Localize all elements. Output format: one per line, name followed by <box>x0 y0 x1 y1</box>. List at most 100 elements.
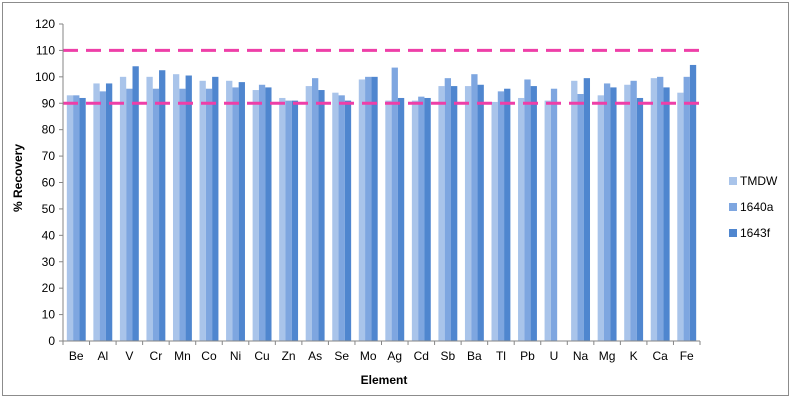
bar-1640a-as <box>311 78 319 341</box>
bar-1640a-u <box>550 88 558 342</box>
bar-1643f-se <box>344 100 352 341</box>
x-tick-label: Ba <box>467 349 482 363</box>
x-tick-label: Pb <box>520 349 535 363</box>
legend-swatch-tmdw <box>729 177 737 185</box>
x-tick-label: Al <box>97 349 108 363</box>
reference-lines <box>63 48 700 105</box>
x-tick-label: Se <box>334 349 349 363</box>
bar-1643f-ca <box>663 87 670 342</box>
bar-1643f-mn <box>185 75 192 341</box>
bar-1643f-mg <box>610 87 617 342</box>
y-tick-label: 40 <box>42 228 56 242</box>
x-tick-label: Na <box>573 349 589 363</box>
bar-1640a-be <box>73 95 80 341</box>
bar-tmdw-al <box>93 83 100 341</box>
bar-1640a-pb <box>524 79 531 341</box>
x-tick-label: Mn <box>174 349 191 363</box>
bar-1640a-ba <box>471 74 478 342</box>
bar-1643f-co <box>212 76 219 341</box>
bar-1643f-tl <box>504 88 511 342</box>
bar-1643f-sb <box>451 86 458 342</box>
bar-1643f-fe <box>689 64 697 341</box>
bar-1640a-na <box>577 94 584 341</box>
x-tick-label: Mg <box>599 349 616 363</box>
legend-swatch-1643f <box>729 229 737 237</box>
x-tick-label: Cu <box>254 349 269 363</box>
y-tick-label: 100 <box>35 70 55 84</box>
y-tick-label: 10 <box>42 308 56 322</box>
x-tick-label: Ag <box>387 349 402 363</box>
bar-tmdw-mn <box>172 74 180 342</box>
x-tick-label: As <box>308 349 322 363</box>
bar-1643f-pb <box>530 86 537 342</box>
x-tick-label: Mo <box>360 349 377 363</box>
x-tick-label: Cr <box>150 349 163 363</box>
bar-tmdw-u <box>544 100 551 341</box>
bar-tmdw-ca <box>650 78 658 341</box>
x-tick-label: Tl <box>496 349 506 363</box>
x-tick-label: Be <box>69 349 84 363</box>
bar-tmdw-cd <box>411 100 419 341</box>
y-axis-ticks: 0 10 20 30 40 50 60 70 80 90 100 110 120 <box>35 17 63 348</box>
x-axis-label: Element <box>361 373 408 387</box>
bar-1643f-mo <box>371 76 378 341</box>
bar-1643f-na <box>583 78 591 341</box>
bar-tmdw-be <box>66 95 74 341</box>
bar-1640a-v <box>126 88 133 342</box>
bar-1643f-ni <box>238 82 245 341</box>
bar-1643f-cr <box>159 70 166 342</box>
bar-1640a-mg <box>603 83 611 341</box>
bar-1640a-ag <box>391 67 398 342</box>
bar-1640a-cr <box>152 88 160 342</box>
bar-tmdw-cr <box>146 76 153 341</box>
bar-1640a-mo <box>365 76 372 341</box>
bar-tmdw-mo <box>358 79 366 341</box>
x-tick-label: Co <box>201 349 217 363</box>
legend-swatch-1640a <box>729 203 737 211</box>
bar-tmdw-mg <box>597 95 604 341</box>
bar-1643f-v <box>132 66 139 342</box>
y-tick-label: 0 <box>48 334 55 348</box>
x-tick-label: Cd <box>414 349 429 363</box>
bar-1640a-mn <box>179 88 186 342</box>
bar-1640a-cd <box>418 96 425 341</box>
y-axis-label: % Recovery <box>11 144 25 212</box>
bar-1640a-zn <box>285 100 292 341</box>
bar-tmdw-na <box>571 80 578 341</box>
y-tick-label: 90 <box>42 96 56 110</box>
bar-1640a-k <box>630 80 637 341</box>
bar-1643f-be <box>79 97 86 341</box>
x-tick-label: K <box>630 349 638 363</box>
bar-tmdw-co <box>199 80 206 341</box>
bar-1640a-ca <box>657 76 664 341</box>
x-tick-label: Sb <box>441 349 456 363</box>
y-tick-label: 110 <box>36 43 55 57</box>
x-tick-label: Zn <box>282 349 296 363</box>
bar-tmdw-cu <box>252 90 259 342</box>
y-tick-label: 30 <box>42 255 56 269</box>
bar-tmdw-as <box>305 86 312 342</box>
bar-tmdw-ba <box>464 86 472 342</box>
bar-1640a-al <box>99 91 106 341</box>
legend-label-tmdw: TMDW <box>740 174 778 188</box>
bar-1643f-k <box>636 97 644 341</box>
x-tick-label: Ni <box>230 349 241 363</box>
bar-tmdw-sb <box>438 86 445 342</box>
y-tick-label: 70 <box>42 149 56 163</box>
bar-tmdw-pb <box>518 97 525 341</box>
y-tick-label: 20 <box>42 281 56 295</box>
bar-tmdw-v <box>119 76 127 341</box>
bar-1643f-al <box>105 83 113 341</box>
bar-tmdw-fe <box>677 92 684 341</box>
bar-1643f-cu <box>265 87 272 342</box>
legend: TMDW 1640a 1643f <box>729 174 778 240</box>
bar-1643f-zn <box>291 100 299 341</box>
bar-1643f-as <box>318 90 325 342</box>
x-axis-ticks: Be Al V Cr Mn Co Ni Cu Zn As Se Mo Ag Cd Sb Ba Tl Pb U Na Mg… <box>62 341 701 363</box>
y-tick-label: 120 <box>35 17 55 31</box>
bar-1640a-fe <box>683 76 690 341</box>
y-tick-label: 50 <box>42 202 56 216</box>
bar-1640a-cu <box>258 84 266 341</box>
